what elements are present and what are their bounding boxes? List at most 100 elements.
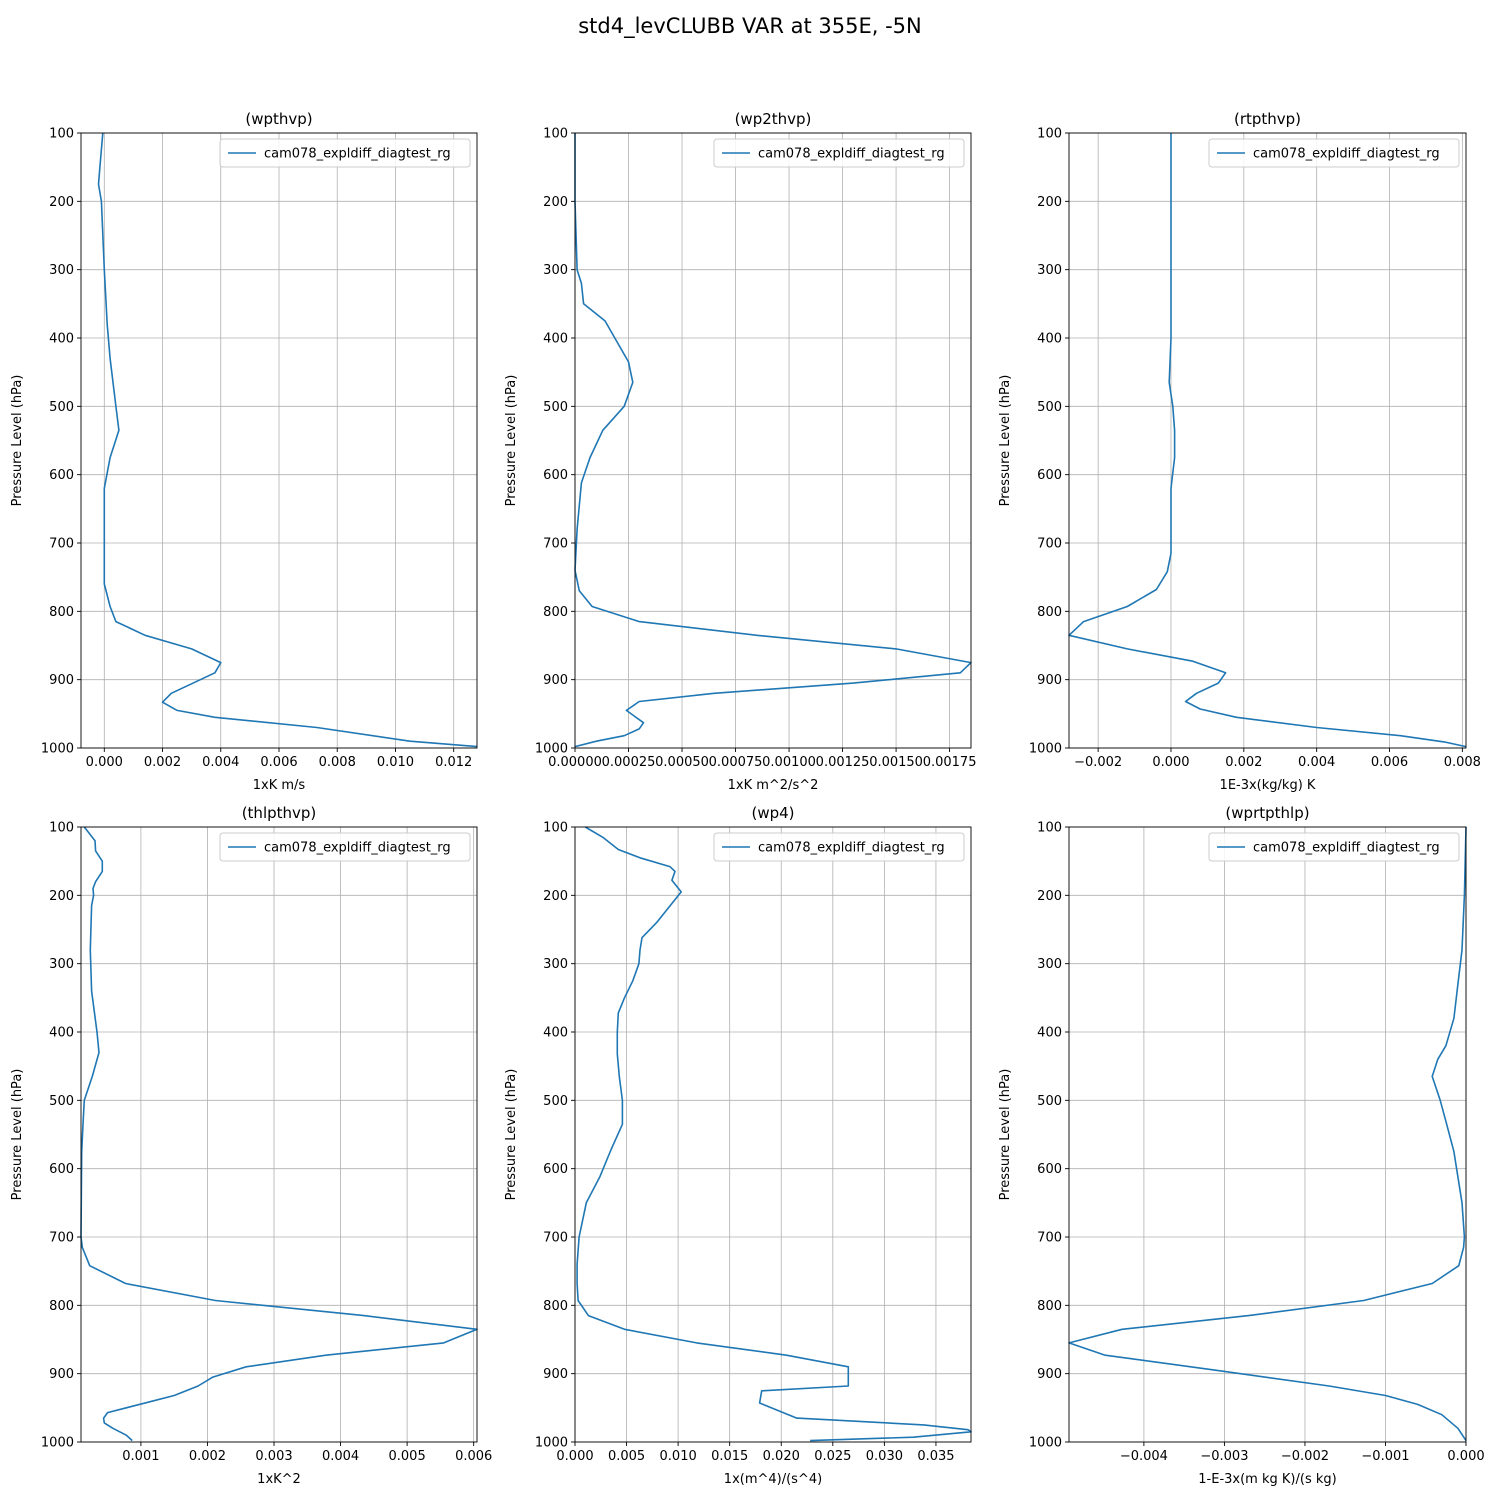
x-tick-label: 0.002 — [1225, 755, 1262, 770]
x-tick-label: 0.004 — [1298, 755, 1335, 770]
legend-box — [713, 138, 965, 168]
legend-label: cam078_expldiff_diagtest_rg — [758, 147, 945, 162]
y-tick-label: 500 — [1037, 1094, 1062, 1109]
y-axis-label: Pressure Level (hPa) — [504, 375, 519, 507]
y-tick-label: 600 — [49, 1162, 74, 1177]
axes-frame — [574, 826, 972, 1443]
x-tick-label: 0.008 — [319, 755, 356, 770]
y-tick-label: 800 — [49, 1299, 74, 1314]
x-axis-label: 1E-3x(kg/kg) K — [1220, 778, 1316, 793]
x-axis-label: 1-E-3x(m kg K)/(s kg) — [1198, 1472, 1336, 1487]
chart-panel-3: −0.002 0.000 0.002 0.004 0.006 0.008 100 200 300… — [998, 110, 1481, 793]
legend: cam078_expldiff_diagtest_rg — [1208, 832, 1460, 862]
x-tick-label: 0.001 — [122, 1449, 159, 1464]
x-tick-label: 0.00050 — [655, 755, 709, 770]
y-tick-label: 700 — [1037, 1231, 1062, 1246]
y-tick-label: 500 — [49, 400, 74, 415]
y-tick-label: 500 — [543, 1094, 568, 1109]
legend-label: cam078_expldiff_diagtest_rg — [264, 841, 451, 856]
y-axis-label: Pressure Level (hPa) — [10, 375, 25, 507]
y-tick-label: 200 — [543, 195, 568, 210]
x-axis-label: 1x(m^4)/(s^4) — [724, 1472, 822, 1487]
x-tick-label: −0.003 — [1200, 1449, 1248, 1464]
x-tick-label: 0.004 — [322, 1449, 359, 1464]
x-tick-label: 0.006 — [1371, 755, 1408, 770]
y-tick-label: 700 — [49, 537, 74, 552]
legend-label: cam078_expldiff_diagtest_rg — [1253, 841, 1440, 856]
y-axis-label: Pressure Level (hPa) — [998, 375, 1013, 507]
x-tick-label: 0.005 — [608, 1449, 645, 1464]
x-tick-label: 0.000 — [1152, 755, 1189, 770]
series-line — [97, 132, 478, 748]
y-tick-label: 600 — [543, 468, 568, 483]
chart-panel-4: 0.001 0.002 0.003 0.004 0.005 0.006 100 200 300 4… — [10, 804, 492, 1487]
legend-box — [1208, 138, 1460, 168]
x-tick-label: 0.002 — [189, 1449, 226, 1464]
y-tick-label: 800 — [543, 1299, 568, 1314]
chart-panel-1: 0.000 0.002 0.004 0.006 0.008 0.010 0.012 100 20… — [10, 110, 478, 793]
y-tick-label: 600 — [49, 468, 74, 483]
y-tick-label: 100 — [1037, 127, 1062, 142]
series-line — [1068, 133, 1467, 748]
x-tick-label: 0.006 — [455, 1449, 492, 1464]
y-tick-label: 1000 — [41, 742, 74, 757]
series-line — [80, 826, 478, 1442]
x-tick-label: 0.008 — [1444, 755, 1481, 770]
legend-box — [713, 832, 965, 862]
x-tick-label: 0.004 — [202, 755, 239, 770]
x-tick-label: 0.000 — [556, 1449, 593, 1464]
axes-frame — [1068, 132, 1467, 749]
x-tick-label: 0.00125 — [816, 755, 870, 770]
y-tick-label: 400 — [1037, 332, 1062, 347]
x-tick-label: 0.00175 — [923, 755, 977, 770]
y-tick-label: 300 — [543, 957, 568, 972]
y-tick-label: 1000 — [535, 1436, 568, 1451]
axes-frame — [574, 132, 972, 749]
y-tick-label: 400 — [49, 1026, 74, 1041]
x-tick-label: 0.000 — [1447, 1449, 1484, 1464]
x-tick-label: −0.001 — [1361, 1449, 1409, 1464]
x-tick-label: 0.015 — [711, 1449, 748, 1464]
y-tick-label: 400 — [1037, 1026, 1062, 1041]
x-tick-label: 0.00100 — [762, 755, 816, 770]
x-tick-label: 0.00075 — [709, 755, 763, 770]
y-tick-label: 500 — [1037, 400, 1062, 415]
y-tick-label: 200 — [1037, 195, 1062, 210]
chart-title: (wp2thvp) — [735, 110, 812, 128]
series-line — [1068, 826, 1467, 1442]
legend: cam078_expldiff_diagtest_rg — [1208, 138, 1460, 168]
y-tick-label: 100 — [1037, 821, 1062, 836]
x-tick-label: 0.00025 — [602, 755, 656, 770]
y-tick-label: 1000 — [1029, 742, 1062, 757]
y-tick-label: 100 — [49, 127, 74, 142]
x-tick-label: −0.002 — [1074, 755, 1122, 770]
x-tick-label: −0.002 — [1281, 1449, 1329, 1464]
legend-box — [1208, 832, 1460, 862]
legend: cam078_expldiff_diagtest_rg — [219, 138, 471, 168]
x-tick-label: 0.010 — [377, 755, 414, 770]
y-tick-label: 200 — [1037, 889, 1062, 904]
y-tick-label: 300 — [49, 957, 74, 972]
y-tick-label: 100 — [49, 821, 74, 836]
y-tick-label: 400 — [543, 1026, 568, 1041]
y-tick-label: 100 — [543, 821, 568, 836]
x-tick-label: 0.030 — [866, 1449, 903, 1464]
x-tick-label: 0.005 — [389, 1449, 426, 1464]
y-tick-label: 600 — [1037, 468, 1062, 483]
y-tick-label: 700 — [49, 1231, 74, 1246]
axes-frame — [80, 826, 478, 1443]
x-tick-label: 0.003 — [255, 1449, 292, 1464]
legend-label: cam078_expldiff_diagtest_rg — [758, 841, 945, 856]
x-tick-label: 0.010 — [660, 1449, 697, 1464]
y-tick-label: 200 — [543, 889, 568, 904]
x-tick-label: 0.035 — [917, 1449, 954, 1464]
y-tick-label: 500 — [49, 1094, 74, 1109]
y-tick-label: 800 — [1037, 1299, 1062, 1314]
legend: cam078_expldiff_diagtest_rg — [713, 832, 965, 862]
y-tick-label: 900 — [49, 673, 74, 688]
x-tick-label: 0.00000 — [548, 755, 602, 770]
y-tick-label: 500 — [543, 400, 568, 415]
axes-frame — [1068, 826, 1467, 1443]
y-tick-label: 900 — [543, 673, 568, 688]
y-tick-label: 800 — [1037, 605, 1062, 620]
